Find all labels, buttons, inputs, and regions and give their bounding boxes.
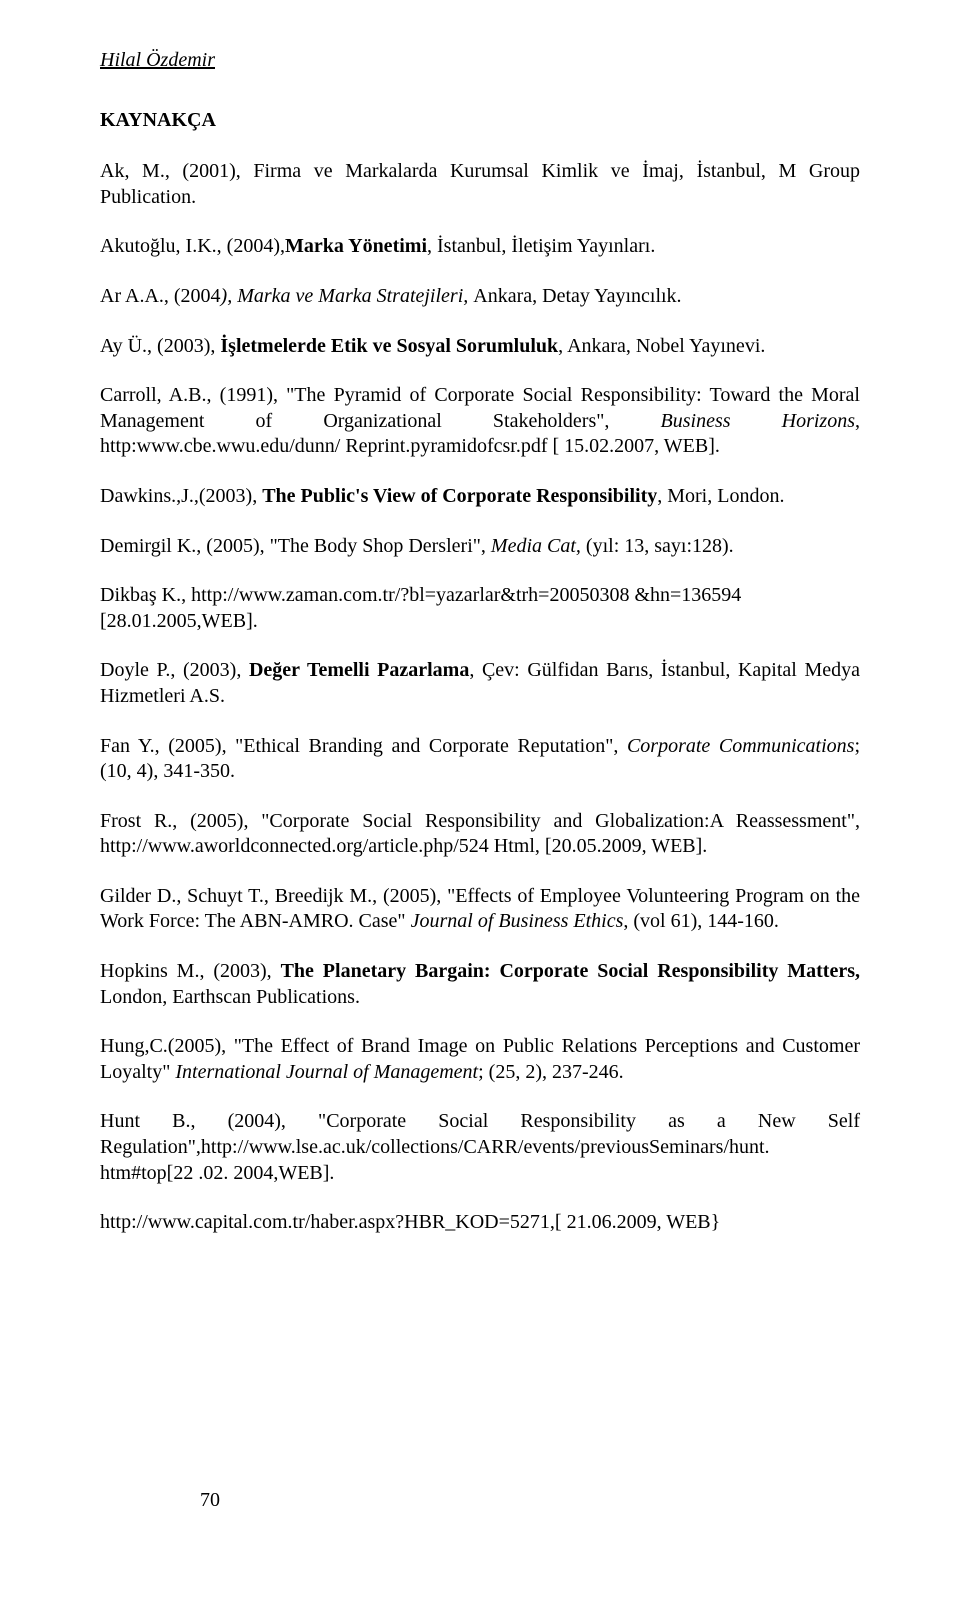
reference-segment: , Ankara, Nobel Yayınevi. (558, 335, 765, 357)
reference-segment: Dawkins.,J.,(2003), (100, 485, 262, 507)
reference-segment: Ay Ü., (2003), (100, 335, 220, 357)
reference-segment: Akutoğlu, I.K., (2004), (100, 235, 285, 257)
reference-segment: Journal of Business Ethics (411, 910, 624, 932)
reference-segment: Media Cat, (491, 535, 581, 557)
reference-entry: Dikbaş K., http://www.zaman.com.tr/?bl=y… (100, 583, 860, 634)
reference-segment: Demirgil K., (2005), "The Body Shop Ders… (100, 535, 491, 557)
reference-entry: Hopkins M., (2003), The Planetary Bargai… (100, 959, 860, 1010)
reference-segment: Dikbaş K., http://www.zaman.com.tr/?bl=y… (100, 584, 741, 632)
reference-segment: Doyle P., (2003), (100, 659, 249, 681)
reference-segment: Fan Y., (2005), "Ethical Branding and Co… (100, 735, 627, 757)
reference-entry: Carroll, A.B., (1991), "The Pyramid of C… (100, 383, 860, 460)
reference-segment: Marka Yönetimi (285, 235, 427, 257)
reference-segment: , İstanbul, İletişim Yayınları. (427, 235, 655, 257)
reference-segment: Corporate Communications (627, 735, 854, 757)
reference-entry: Fan Y., (2005), "Ethical Branding and Co… (100, 734, 860, 785)
reference-segment: Ar A.A., (2004 (100, 285, 221, 307)
reference-entry: Demirgil K., (2005), "The Body Shop Ders… (100, 534, 860, 560)
reference-segment: The Public's View of Corporate Responsib… (262, 485, 657, 507)
reference-entry: Doyle P., (2003), Değer Temelli Pazarlam… (100, 658, 860, 709)
reference-segment: Hunt B., (2004), "Corporate Social Respo… (100, 1110, 860, 1183)
section-title-text: KAYNAKÇA (100, 109, 216, 131)
reference-segment: Ankara, Detay Yayıncılık. (473, 285, 681, 307)
reference-segment: , Mori, London. (657, 485, 784, 507)
reference-entry: Akutoğlu, I.K., (2004),Marka Yönetimi, İ… (100, 234, 860, 260)
author-name: Hilal Özdemir (100, 49, 215, 71)
reference-segment: http://www.capital.com.tr/haber.aspx?HBR… (100, 1211, 720, 1233)
reference-segment: International Journal of Management (175, 1061, 478, 1083)
reference-segment: London, Earthscan Publications. (100, 986, 360, 1008)
reference-entry: http://www.capital.com.tr/haber.aspx?HBR… (100, 1210, 860, 1236)
page-number: 70 (200, 1488, 220, 1514)
references-list: Ak, M., (2001), Firma ve Markalarda Kuru… (100, 159, 860, 1236)
reference-entry: Frost R., (2005), "Corporate Social Resp… (100, 809, 860, 860)
reference-entry: Hung,C.(2005), "The Effect of Brand Imag… (100, 1034, 860, 1085)
reference-entry: Ay Ü., (2003), İşletmelerde Etik ve Sosy… (100, 334, 860, 360)
reference-segment: İşletmelerde Etik ve Sosyal Sorumluluk (220, 335, 558, 357)
reference-segment: Frost R., (2005), "Corporate Social Resp… (100, 810, 860, 858)
reference-entry: Hunt B., (2004), "Corporate Social Respo… (100, 1109, 860, 1186)
reference-segment: The Planetary Bargain: Corporate Social … (281, 960, 860, 982)
page-number-text: 70 (200, 1489, 220, 1511)
reference-entry: Gilder D., Schuyt T., Breedijk M., (2005… (100, 884, 860, 935)
reference-entry: Ar A.A., (2004), Marka ve Marka Strateji… (100, 284, 860, 310)
reference-segment: Ak, M., (2001), Firma ve Markalarda Kuru… (100, 160, 860, 208)
reference-segment: , (vol 61), 144-160. (623, 910, 779, 932)
reference-segment: Değer Temelli Pazarlama (249, 659, 469, 681)
section-title: KAYNAKÇA (100, 108, 860, 134)
reference-segment: Hopkins M., (2003), (100, 960, 281, 982)
reference-entry: Ak, M., (2001), Firma ve Markalarda Kuru… (100, 159, 860, 210)
reference-segment: ), Marka ve Marka Stratejileri, (221, 285, 474, 307)
reference-segment: ; (25, 2), 237-246. (478, 1061, 624, 1083)
reference-segment: (yıl: 13, sayı:128). (581, 535, 734, 557)
reference-segment: Business Horizons (661, 410, 855, 432)
author-header: Hilal Özdemir (100, 48, 860, 74)
reference-entry: Dawkins.,J.,(2003), The Public's View of… (100, 484, 860, 510)
